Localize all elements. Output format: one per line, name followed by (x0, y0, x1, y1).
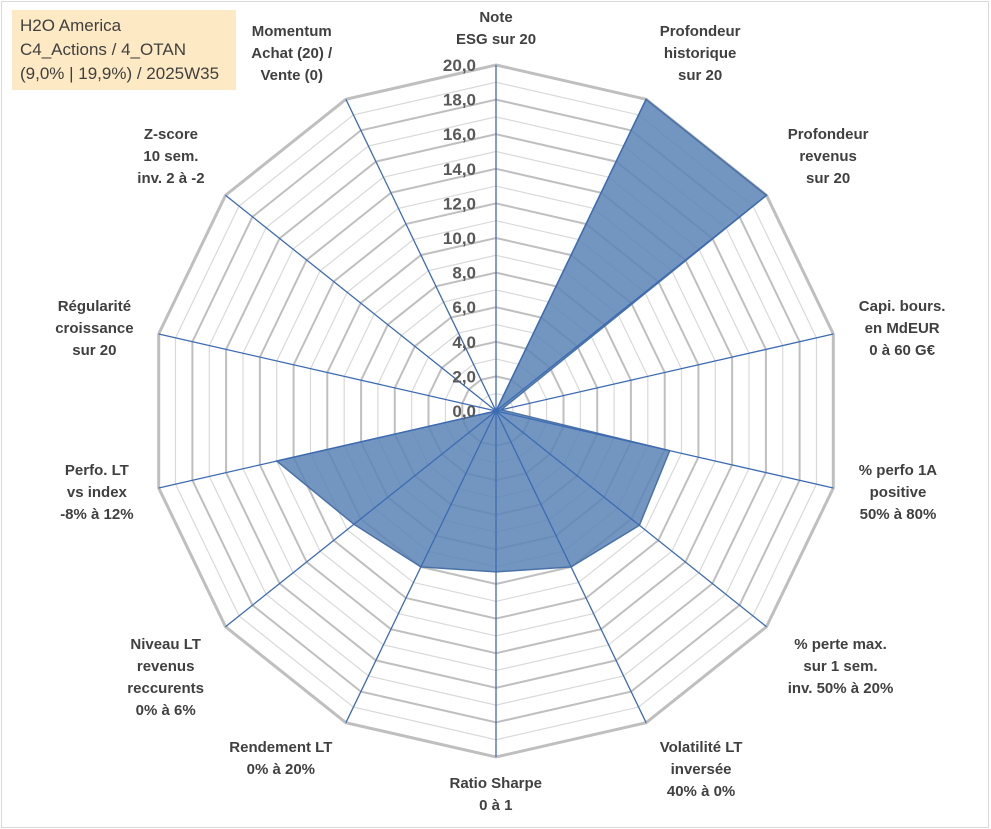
spoke-layer (158, 65, 834, 757)
axis-label-line: Vente (0) (260, 67, 323, 85)
tick-label: 12,0 (443, 194, 476, 213)
axis-label-line: 0% à 20% (246, 760, 316, 778)
axis-label-line: vs index (66, 483, 127, 501)
axis-label-line: historique (663, 45, 737, 63)
axis-label-line: inv. 2 à -2 (137, 169, 205, 187)
axis-label-line: -8% à 12% (60, 505, 134, 523)
axis-label: Momentum Achat (20) / Vente (0) (251, 21, 332, 87)
axis-spoke (495, 410, 647, 723)
axis-label-line: inversée (670, 760, 732, 778)
info-category: C4_Actions / 4_OTAN (20, 40, 186, 59)
axis-label: Z-score 10 sem. inv. 2 à -2 (137, 124, 204, 190)
axis-label-line: sur 20 (678, 67, 723, 85)
tick-label: 4,0 (452, 333, 476, 352)
axis-label: Profondeur revenus sur 20 (788, 124, 869, 190)
axis-label-line: 50% à 80% (859, 505, 937, 523)
axis-label-line: ESG sur 20 (456, 31, 537, 48)
axis-label-line: Volatilité LT (659, 738, 743, 756)
tick-label: 18,0 (443, 91, 476, 110)
axis-label-line: revenus (799, 147, 857, 165)
axis-label-line: positive (869, 483, 927, 501)
tick-label: 16,0 (443, 125, 476, 144)
axis-label-line: % perte max. (794, 636, 887, 654)
axis-label: Volatilité LT inversée 40% à 0% (660, 737, 743, 803)
info-box: H2O America C4_Actions / 4_OTAN (9,0% | … (12, 10, 236, 90)
axis-label-line: 0 à 60 G€ (869, 342, 936, 360)
tick-label: 2,0 (452, 367, 476, 386)
axis-label: Note ESG sur 20 (456, 7, 536, 51)
axis-spoke (495, 410, 767, 628)
tick-label: 10,0 (443, 229, 476, 248)
axis-label: % perte max. sur 1 sem. inv. 50% à 20% (788, 634, 894, 700)
axis-label-line: % perfo 1A (858, 461, 938, 479)
axis-label-line: Z-score (143, 125, 199, 143)
axis-label-line: Ratio Sharpe (449, 775, 543, 792)
axis-label-line: en MdEUR (864, 320, 940, 338)
axis-label: Rendement LT 0% à 20% (229, 737, 332, 781)
axis-label-line: Momentum (251, 23, 332, 41)
tick-label: 6,0 (452, 298, 476, 317)
axis-label-line: sur 20 (806, 169, 851, 187)
axis-label-line: Achat (20) / (251, 45, 333, 63)
tick-label-layer: 0,0 2,0 4,0 6,0 8,0 10,0 12,0 14,0 16,0 18,0 20,0 (443, 56, 476, 421)
axis-spoke (158, 410, 497, 489)
axis-label-line: Note (479, 9, 513, 26)
info-stats: (9,0% | 19,9%) / 2025W35 (20, 64, 220, 83)
axis-label-line: revenus (136, 658, 195, 676)
series-layer (275, 98, 768, 573)
axis-spoke (225, 410, 497, 628)
axis-spoke (495, 194, 767, 412)
axis-spoke (495, 99, 647, 412)
axis-label: Profondeur historique sur 20 (660, 21, 741, 87)
axis-label: Niveau LT revenus reccurents 0% à 6% (127, 634, 204, 722)
axis-label-line: Rendement LT (229, 738, 333, 756)
tick-label: 14,0 (443, 160, 476, 179)
axis-spoke (495, 333, 834, 412)
axis-label-line: sur 20 (72, 342, 117, 360)
axis-label-line: Capi. bours. (858, 298, 946, 316)
axis-label-line: reccurents (127, 680, 205, 698)
tick-label: 8,0 (452, 264, 476, 283)
axis-label-line: Régularité (57, 298, 132, 316)
axis-spoke (345, 99, 497, 412)
tick-label: 0,0 (452, 402, 476, 421)
axis-label-line: Perfo. LT (64, 461, 129, 479)
axis-spoke (225, 194, 497, 412)
axis-label-line: 0% à 6% (135, 702, 196, 720)
axis-spoke (158, 333, 497, 412)
axis-spoke (345, 410, 497, 723)
axis-label-line: sur 1 sem. (803, 658, 878, 676)
axis-spoke (495, 410, 834, 489)
axis-label-line: Profondeur (787, 125, 869, 143)
axis-label-line: croissance (55, 320, 134, 338)
axis-label: Perfo. LT vs index -8% à 12% (60, 460, 133, 526)
axis-label-line: inv. 50% à 20% (787, 680, 894, 698)
series-area (275, 98, 768, 573)
tick-label: 20,0 (443, 56, 476, 75)
axis-label: Régularité croissance sur 20 (55, 296, 133, 362)
axis-label: Ratio Sharpe 0 à 1 (450, 773, 543, 817)
info-company-name: H2O America (20, 16, 122, 35)
axis-label: % perfo 1A positive 50% à 80% (859, 460, 937, 526)
axis-label-line: 10 sem. (143, 147, 199, 165)
axis-label-line: Niveau LT (130, 636, 201, 654)
axis-label-line: Profondeur (659, 23, 741, 41)
axis-label-line: 0 à 1 (479, 797, 513, 814)
axis-label-line: 40% à 0% (666, 782, 736, 800)
axis-label: Capi. bours. en MdEUR 0 à 60 G€ (859, 296, 946, 362)
